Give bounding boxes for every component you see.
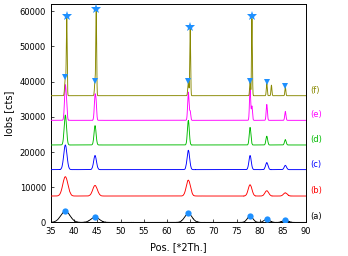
Text: (b): (b)	[310, 186, 322, 195]
X-axis label: Pos. [*2Th.]: Pos. [*2Th.]	[150, 242, 207, 252]
Text: (f): (f)	[310, 86, 319, 95]
Text: (d): (d)	[310, 135, 322, 144]
Text: (a): (a)	[310, 212, 322, 221]
Text: (e): (e)	[310, 110, 322, 119]
Text: (c): (c)	[310, 159, 321, 168]
Y-axis label: Iobs [cts]: Iobs [cts]	[4, 91, 14, 136]
